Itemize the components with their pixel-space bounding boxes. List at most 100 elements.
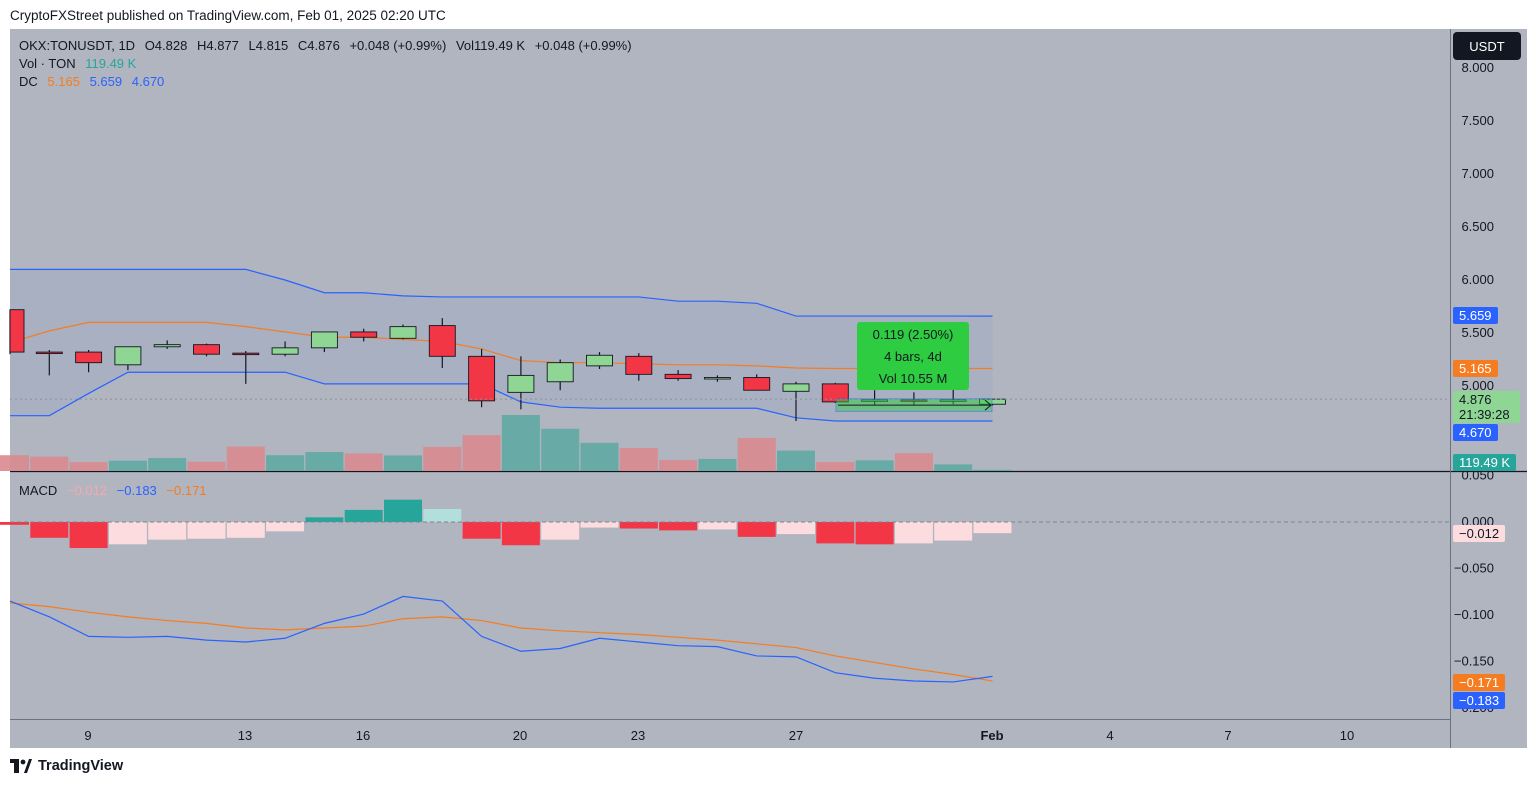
volume-bar: [69, 462, 108, 471]
dc-upper-price-tag: 5.659: [1453, 307, 1498, 324]
measure-bars: 4 bars, 4d: [884, 349, 942, 364]
macd-histogram-bar: [423, 508, 462, 522]
candle-body: [75, 351, 103, 364]
macd-histogram-bar: [69, 522, 108, 549]
donchian-lower-line: [10, 371, 993, 422]
candle-body: [350, 331, 378, 338]
dc-lower-value: 4.670: [131, 74, 165, 89]
candle-body: [586, 354, 613, 367]
candle-body: [468, 355, 496, 402]
currency-button[interactable]: USDT: [1453, 32, 1521, 60]
volume-bar: [541, 428, 580, 471]
volume-bar: [462, 435, 501, 471]
time-tick-label: 20: [513, 728, 527, 743]
time-tick-label: 27: [789, 728, 803, 743]
volume-price-tag: 119.49 K: [1453, 454, 1517, 471]
macd-histogram-bar: [148, 522, 187, 540]
dc-label: DC: [19, 74, 38, 89]
tradingview-logo[interactable]: TradingView: [10, 758, 123, 774]
macd-histogram-bar: [934, 522, 973, 541]
macd-histogram-bar: [777, 522, 815, 535]
price-tick-label: 6.000: [1461, 272, 1494, 287]
price-tick-label: 7.500: [1461, 113, 1494, 128]
symbol-label[interactable]: OKX:TONUSDT, 1D: [19, 38, 136, 53]
volume-legend-label: Vol · TON: [19, 56, 76, 71]
price-tick-label: 5.000: [1461, 378, 1494, 393]
volume-value: Vol119.49 K: [455, 38, 526, 53]
brand-name: TradingView: [38, 758, 124, 774]
macd-histogram-bar: [305, 517, 344, 522]
candle-body: [153, 344, 181, 348]
price-tick-label: 6.500: [1461, 219, 1494, 234]
candle-body: [310, 331, 338, 349]
candle-body: [271, 347, 299, 355]
time-tick-label: 4: [1106, 728, 1113, 743]
macd-histogram-bar: [108, 522, 147, 545]
time-tick-label: 7: [1224, 728, 1231, 743]
volume-bar: [344, 453, 383, 471]
macd-signal-value: −0.171: [166, 483, 207, 498]
dc-mid-value: 5.165: [47, 74, 80, 89]
macd-histogram-bar: [659, 522, 698, 531]
macd-histogram-bar: [462, 522, 501, 539]
volume-bar: [973, 469, 1012, 471]
macd-histogram-bar: [855, 522, 894, 545]
candle-body: [625, 355, 653, 375]
macd-line-price-tag: −0.183: [1453, 692, 1506, 709]
macd-histogram-bar: [619, 522, 658, 529]
volume-bar: [580, 442, 619, 471]
price-axis-pane: [1450, 29, 1527, 748]
macd-legend[interactable]: MACD −0.012 −0.183 −0.171: [19, 483, 213, 498]
macd-histogram-bar: [187, 522, 226, 539]
macd-histogram-bar: [698, 522, 737, 530]
time-axis-pane: [10, 719, 1450, 748]
macd-histogram-bar: [344, 509, 383, 522]
candle-body: [507, 374, 535, 393]
price-tick-label: 5.500: [1461, 325, 1494, 340]
candle-body: [428, 325, 456, 357]
volume-bar: [148, 458, 187, 471]
volume-bar: [816, 462, 855, 471]
macd-hist-price-tag: −0.012: [1453, 525, 1506, 542]
macd-histogram-bar: [894, 522, 933, 544]
time-tick-label: 10: [1340, 728, 1354, 743]
candle-body: [9, 309, 25, 353]
volume-legend[interactable]: Vol · TON 119.49 K: [19, 56, 142, 71]
candle-body: [546, 362, 574, 383]
macd-line-value: −0.183: [116, 483, 157, 498]
candle-body: [35, 351, 63, 355]
low-value: L4.815: [248, 38, 289, 53]
time-tick-label: Feb: [980, 728, 1003, 743]
tradingview-icon: [10, 759, 32, 773]
volume-bar: [855, 460, 894, 471]
volume-bar: [501, 415, 540, 471]
candle-body: [743, 377, 771, 391]
measure-volume: Vol 10.55 M: [878, 371, 948, 386]
close-value: C4.876: [297, 38, 340, 53]
measure-tool-label[interactable]: 0.119 (2.50%) 4 bars, 4d Vol 10.55 M: [857, 322, 969, 390]
volume-bar: [266, 455, 305, 471]
macd-tick-label: −0.150: [1454, 654, 1494, 669]
dc-lower-price-tag: 4.670: [1453, 424, 1498, 441]
last-price-tag: 4.876 21:39:28: [1453, 391, 1520, 423]
measure-arrow-head: [984, 399, 992, 411]
open-value: O4.828: [144, 38, 188, 53]
macd-pane: [10, 472, 1450, 719]
macd-histogram-bar: [266, 522, 305, 532]
time-tick-label: 16: [356, 728, 370, 743]
macd-histogram-bar: [501, 522, 540, 546]
dc-upper-value: 5.659: [89, 74, 123, 89]
volume-bar: [619, 448, 658, 471]
candle-body: [114, 346, 142, 366]
volume-bar: [934, 464, 973, 471]
dc-mid-price-tag: 5.165: [1453, 360, 1498, 377]
donchian-legend[interactable]: DC 5.165 5.659 4.670: [19, 74, 170, 89]
bar-countdown: 21:39:28: [1459, 407, 1510, 422]
volume-bar: [30, 456, 69, 471]
volume-bar: [423, 446, 462, 471]
volume-bar: [305, 452, 344, 471]
candle-body: [782, 383, 810, 392]
volume-bar: [777, 450, 815, 471]
macd-tick-label: −0.050: [1454, 561, 1494, 576]
